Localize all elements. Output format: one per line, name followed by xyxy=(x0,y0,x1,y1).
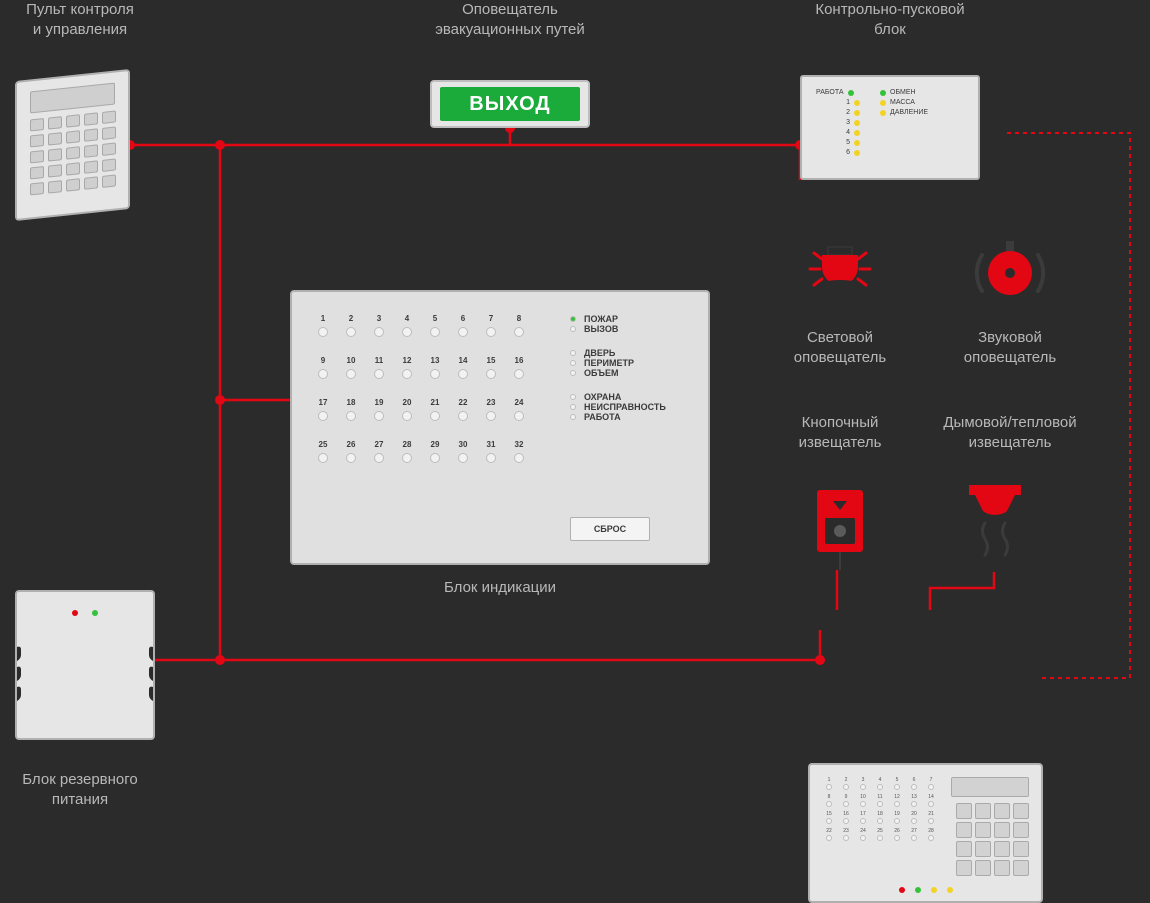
zone-indicator: 28 xyxy=(394,440,420,480)
zone-indicator: 11 xyxy=(366,356,392,396)
zone-indicator: 27 xyxy=(366,440,392,480)
status-indicator: НЕИСПРАВНОСТЬ xyxy=(570,402,690,412)
light-annunciator-icon xyxy=(800,235,880,315)
label-light: Световойоповещатель xyxy=(760,328,920,369)
zone-indicator: 8 xyxy=(506,314,532,354)
ups-led-red xyxy=(72,610,78,616)
zone-indicator: 3 xyxy=(366,314,392,354)
connection-node xyxy=(215,140,225,150)
sound-annunciator-icon xyxy=(970,235,1050,315)
pkp-led xyxy=(915,887,921,893)
zone-indicator: 14 xyxy=(450,356,476,396)
device-ctrl-block: РАБОТА123456 ОБМЕНМАССАДАВЛЕНИЕ xyxy=(800,75,980,180)
status-indicator: ВЫЗОВ xyxy=(570,324,690,334)
status-indicator: РАБОТА xyxy=(570,412,690,422)
device-keypad xyxy=(15,69,130,221)
status-indicator: ОБЪЕМ xyxy=(570,368,690,378)
zone-indicator: 26 xyxy=(338,440,364,480)
zone-indicator: 20 xyxy=(394,398,420,438)
device-ups xyxy=(15,590,155,740)
zone-indicator: 12 xyxy=(394,356,420,396)
connection-node xyxy=(215,655,225,665)
label-exit: Оповещательэвакуационных путей xyxy=(410,0,610,41)
ups-led-green xyxy=(92,610,98,616)
status-indicator: ПЕРИМЕТР xyxy=(570,358,690,368)
zone-indicator: 25 xyxy=(310,440,336,480)
zone-indicator: 6 xyxy=(450,314,476,354)
device-pkp: 1234567891011121314151617181920212223242… xyxy=(808,763,1043,903)
pkp-led xyxy=(931,887,937,893)
zone-indicator: 23 xyxy=(478,398,504,438)
connection-node xyxy=(815,655,825,665)
smoke-detector-icon xyxy=(955,480,1035,560)
pkp-led xyxy=(947,887,953,893)
zone-indicator: 4 xyxy=(394,314,420,354)
device-indication-block: 1234567891011121314151617181920212223242… xyxy=(290,290,710,565)
status-indicator: ДВЕРЬ xyxy=(570,348,690,358)
zone-indicator: 22 xyxy=(450,398,476,438)
zone-indicator: 17 xyxy=(310,398,336,438)
zone-indicator: 21 xyxy=(422,398,448,438)
device-callpoint xyxy=(817,490,863,570)
zone-indicator: 9 xyxy=(310,356,336,396)
device-exit-sign: ВЫХОД xyxy=(430,80,590,128)
label-indication: Блок индикации xyxy=(400,578,600,598)
label-sound: Звуковойоповещатель xyxy=(930,328,1090,369)
pkp-led xyxy=(899,887,905,893)
status-indicator: ОХРАНА xyxy=(570,392,690,402)
zone-indicator: 19 xyxy=(366,398,392,438)
zone-indicator: 29 xyxy=(422,440,448,480)
zone-indicator: 1 xyxy=(310,314,336,354)
zone-indicator: 30 xyxy=(450,440,476,480)
zone-indicator: 10 xyxy=(338,356,364,396)
zone-indicator: 16 xyxy=(506,356,532,396)
exit-sign-text: ВЫХОД xyxy=(440,87,580,121)
label-keypad: Пульт контроляи управления xyxy=(0,0,180,41)
label-smoke: Дымовой/тепловойизвещатель xyxy=(920,413,1100,454)
zone-indicator: 15 xyxy=(478,356,504,396)
zone-indicator: 13 xyxy=(422,356,448,396)
zone-indicator: 2 xyxy=(338,314,364,354)
label-callpoint: Кнопочныйизвещатель xyxy=(760,413,920,454)
zone-indicator: 31 xyxy=(478,440,504,480)
zone-indicator: 7 xyxy=(478,314,504,354)
zone-indicator: 5 xyxy=(422,314,448,354)
reset-button[interactable]: СБРОС xyxy=(570,517,650,541)
connection-node xyxy=(215,395,225,405)
label-ctrl-block: Контрольно-пусковойблок xyxy=(790,0,990,41)
status-indicator: ПОЖАР xyxy=(570,314,690,324)
zone-indicator: 24 xyxy=(506,398,532,438)
zone-indicator: 18 xyxy=(338,398,364,438)
zone-indicator: 32 xyxy=(506,440,532,480)
label-ups: Блок резервногопитания xyxy=(0,770,180,811)
